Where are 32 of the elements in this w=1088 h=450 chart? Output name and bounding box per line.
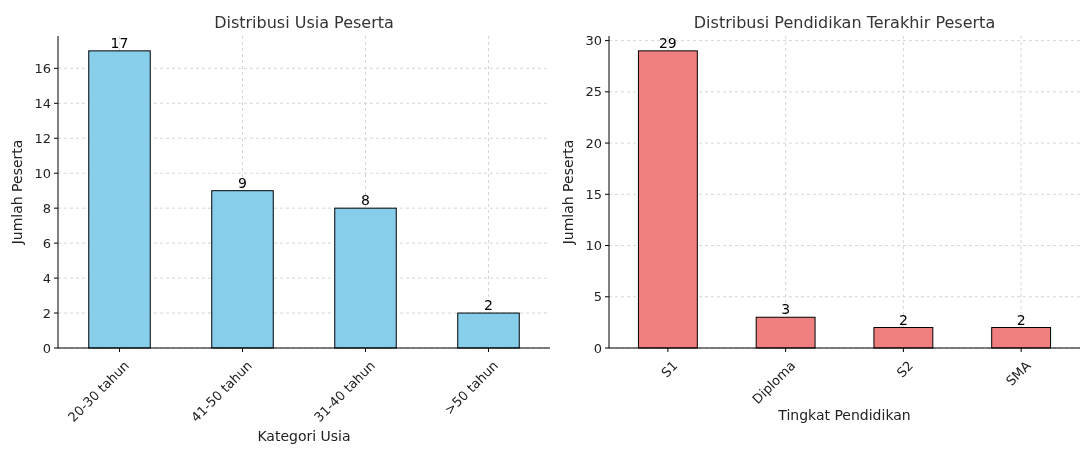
x-axis-title: Tingkat Pendidikan: [777, 407, 911, 423]
y-tick-label: 30: [585, 33, 602, 49]
y-tick-label: 10: [34, 165, 51, 181]
y-tick-label: 0: [42, 340, 51, 356]
chart-title: Distribusi Pendidikan Terakhir Peserta: [693, 13, 996, 32]
data-label: 17: [110, 34, 129, 51]
y-tick-label: 25: [585, 84, 602, 100]
x-tick-label: S1: [658, 357, 681, 381]
data-label: 2: [898, 311, 908, 328]
data-label: 2: [1016, 311, 1026, 328]
data-label: 29: [658, 34, 677, 51]
data-label: 8: [361, 192, 370, 209]
y-tick-label: 2: [42, 305, 51, 321]
y-tick-label: 12: [34, 130, 51, 146]
y-tick-label: 6: [42, 235, 51, 251]
x-tick-label: S2: [893, 357, 916, 381]
y-tick-label: 14: [34, 95, 51, 111]
y-tick-label: 16: [34, 60, 51, 76]
x-axis-title: Kategori Usia: [257, 428, 351, 444]
data-label: 2: [484, 297, 493, 314]
y-tick-label: 4: [42, 270, 51, 286]
data-label: 3: [781, 301, 791, 318]
data-label: 9: [238, 174, 247, 191]
y-axis-title: Jumlah Peserta: [9, 139, 25, 246]
y-tick-label: 15: [585, 186, 602, 202]
y-tick-label: 8: [42, 200, 51, 216]
y-tick-label: 10: [585, 238, 602, 254]
y-axis-title: Jumlah Peserta: [560, 139, 576, 246]
chart-title: Distribusi Usia Peserta: [214, 13, 394, 32]
y-tick-label: 20: [585, 135, 602, 151]
y-tick-label: 5: [593, 289, 602, 305]
y-tick-label: 0: [593, 340, 602, 356]
